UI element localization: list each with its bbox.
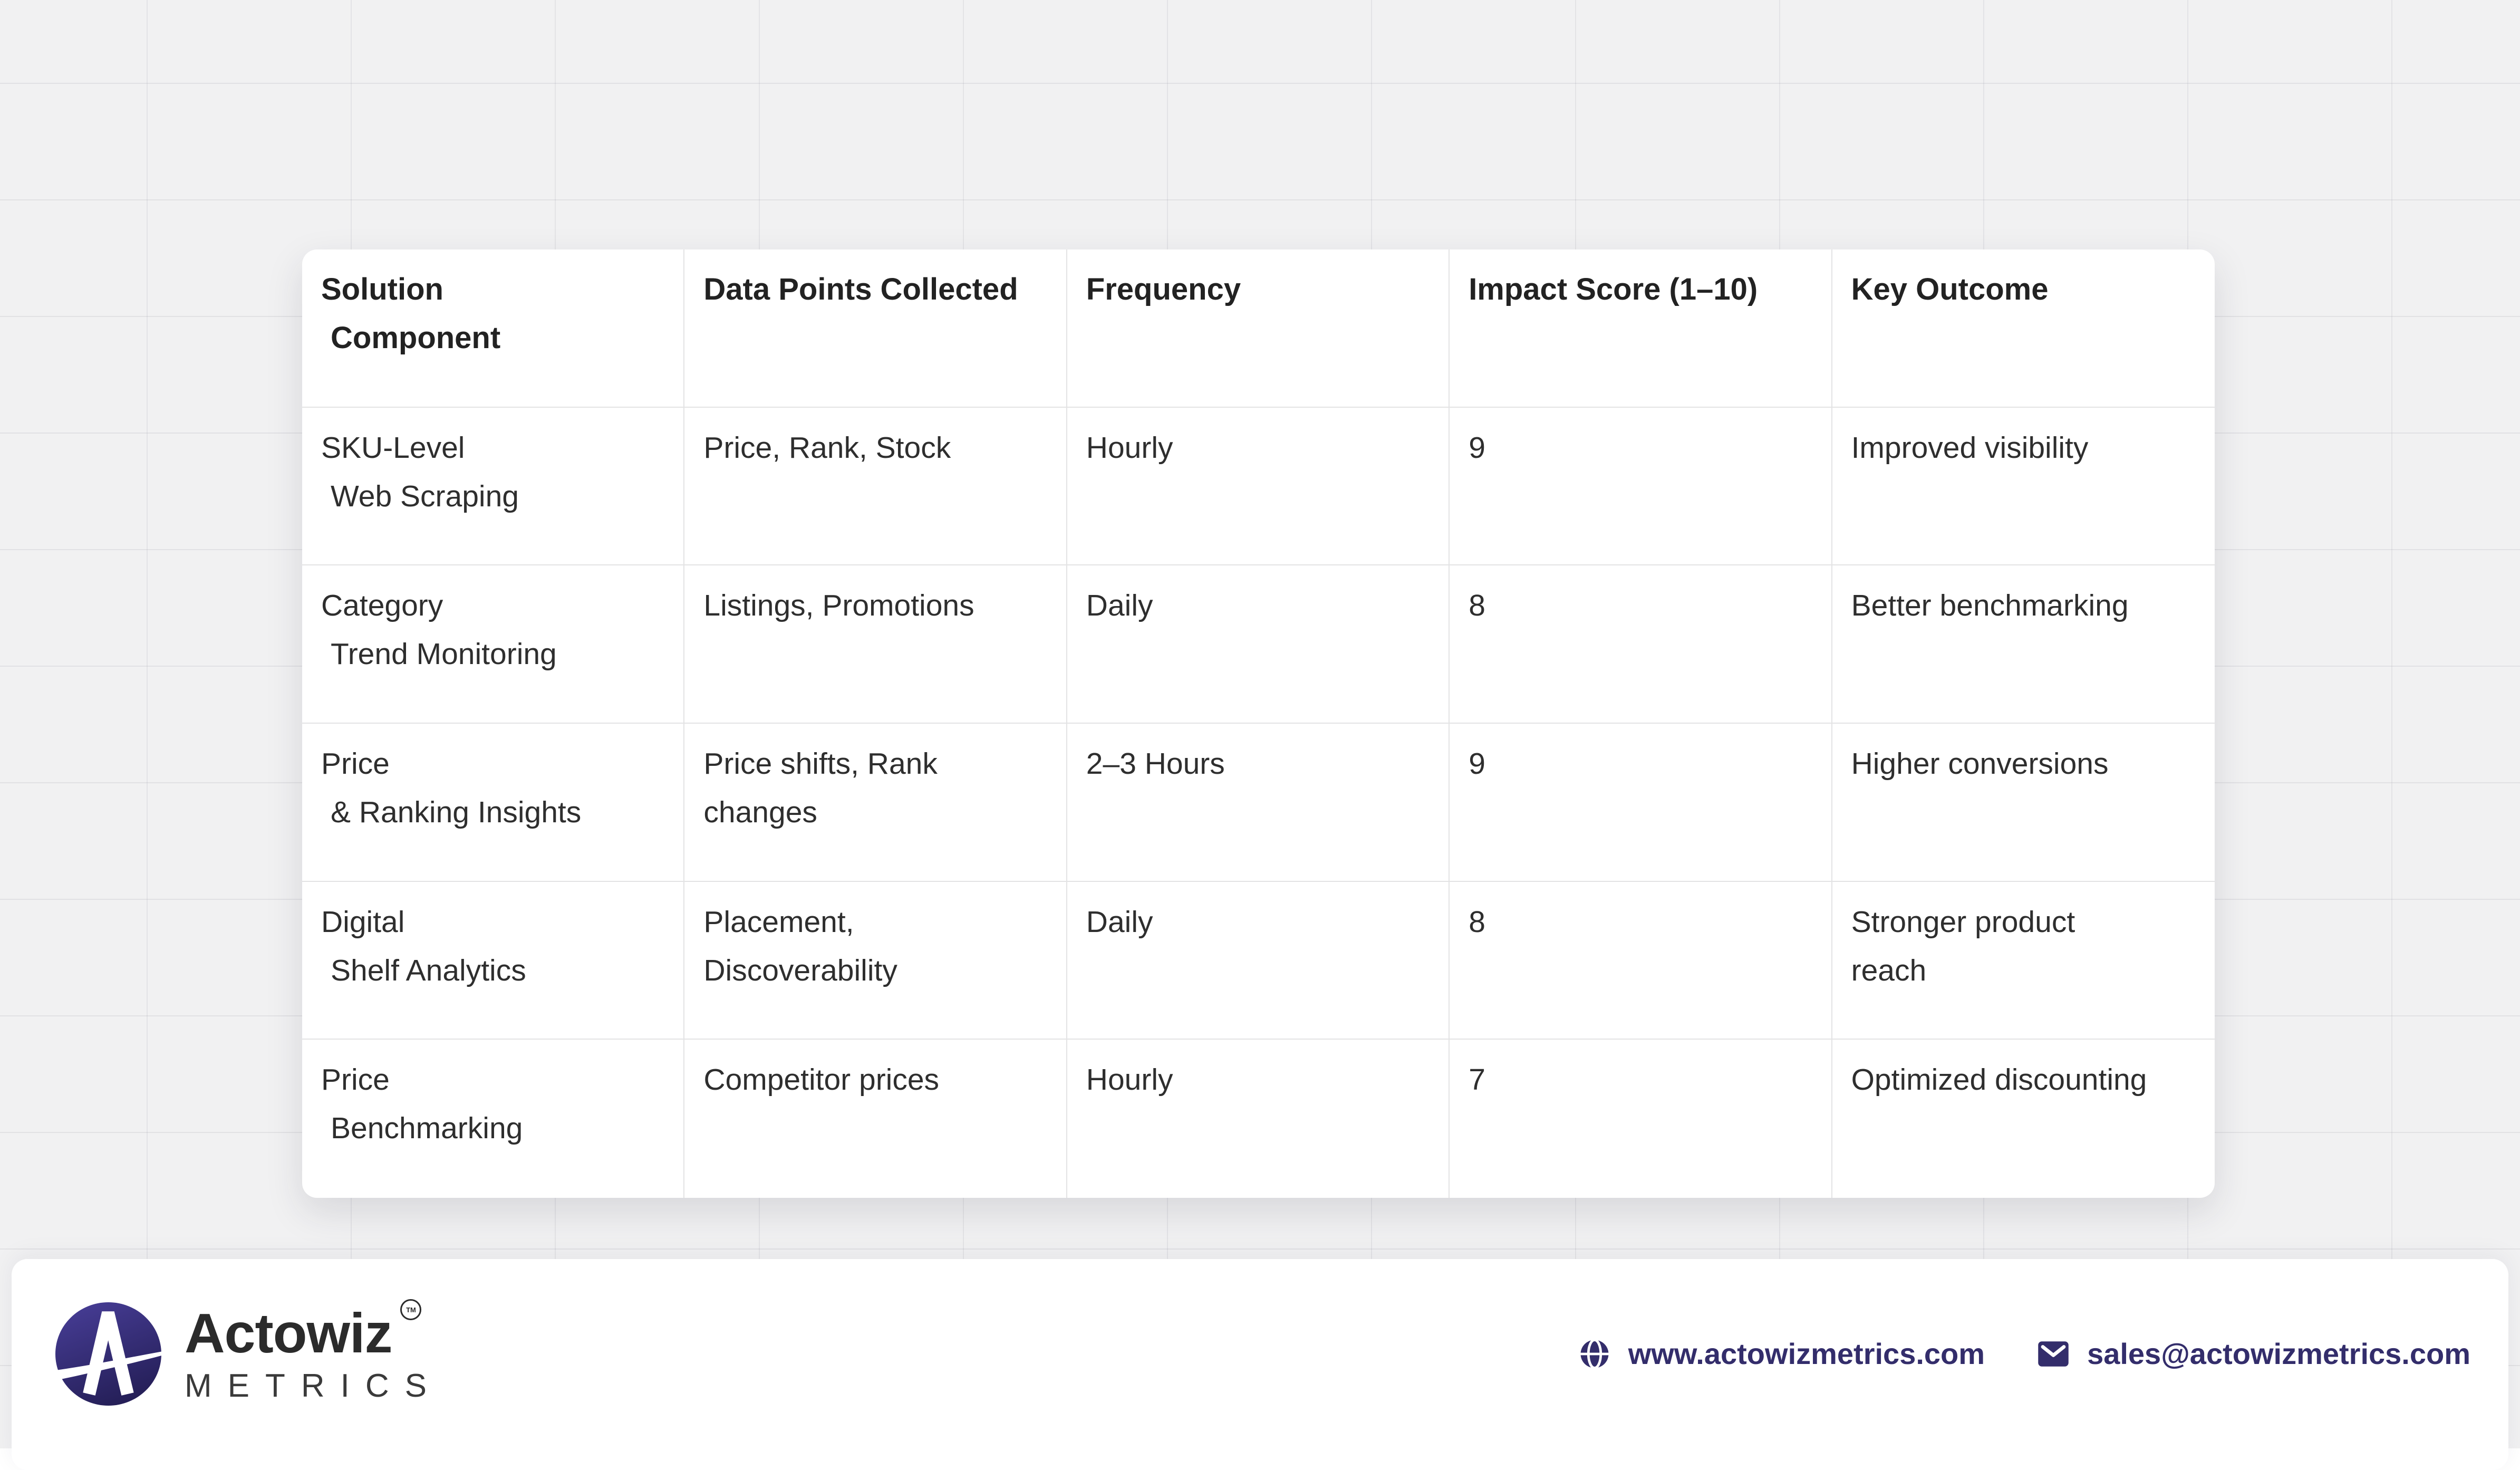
cell-line: Hourly (1086, 430, 1173, 465)
cell-line: reach (1851, 953, 1927, 987)
table-row-cell: Daily (1067, 881, 1450, 1040)
cell-line: 9 (1469, 430, 1485, 465)
column-header-solution-component: Solution Component (302, 249, 685, 408)
table-row-cell: Improved visibility (1832, 408, 2215, 566)
cell-line: Web Scraping (331, 479, 519, 513)
header-line: Frequency (1086, 272, 1241, 306)
cell-line: Improved visibility (1851, 430, 2089, 465)
cell-line: Placement, (703, 905, 854, 939)
cell-line: 2–3 Hours (1086, 746, 1225, 781)
cell-line: Stronger product (1851, 905, 2075, 939)
column-header-key-outcome: Key Outcome (1832, 249, 2215, 408)
cell-line: Discoverability (703, 953, 897, 987)
header-line: Component (331, 321, 501, 355)
website-url[interactable]: www.actowizmetrics.com (1628, 1337, 1985, 1370)
column-header-data-points: Data Points Collected (684, 249, 1067, 408)
table-row-cell: Stronger product reach (1832, 882, 2215, 1040)
cell-line: Daily (1086, 589, 1153, 623)
table-row-cell: Competitor prices (684, 1040, 1067, 1198)
solutions-data-table: Solution Component Data Points Collected… (302, 249, 2215, 1198)
globe-icon (1580, 1339, 1609, 1369)
cell-line: Optimized discounting (1851, 1063, 2147, 1097)
table-row-cell: Price shifts, Rank changes (684, 723, 1067, 882)
cell-line: Competitor prices (703, 1063, 940, 1097)
table-row-cell: Hourly (1067, 1040, 1450, 1198)
email-link[interactable]: sales@actowizmetrics.com (2038, 1339, 2470, 1369)
brand-lockup: Actowiz TM METRICS (55, 1299, 442, 1406)
cell-line: 9 (1469, 746, 1485, 781)
cell-line: 8 (1469, 589, 1485, 623)
cell-line: changes (703, 795, 817, 829)
table-row-cell: SKU-Level Web Scraping (302, 407, 685, 566)
table-row-cell: Digital Shelf Analytics (302, 881, 685, 1040)
column-header-frequency: Frequency (1067, 249, 1450, 408)
cell-line: SKU-Level (321, 430, 465, 465)
table-row-cell: Better benchmarking (1832, 565, 2215, 724)
brand-name: Actowiz (185, 1302, 392, 1365)
brand-subtitle: METRICS (185, 1368, 442, 1404)
table-row-cell: Optimized discounting (1832, 1040, 2215, 1198)
cell-line: Listings, Promotions (703, 589, 974, 623)
cell-line: Price shifts, Rank (703, 746, 938, 781)
brand-wordmark: Actowiz TM METRICS (185, 1299, 442, 1404)
table-row-cell: Price, Rank, Stock (684, 407, 1067, 566)
cell-line: Hourly (1086, 1063, 1173, 1097)
mail-icon (2038, 1341, 2069, 1367)
cell-line: Category (321, 589, 443, 623)
table-row-cell: 9 (1450, 407, 1832, 566)
cell-line: Shelf Analytics (331, 953, 526, 987)
contact-links: www.actowizmetrics.com sales@actowizmetr… (1579, 1338, 2470, 1370)
header-line: Solution (321, 272, 443, 306)
header-line: Impact Score (1–10) (1469, 272, 1758, 306)
cell-line: Benchmarking (331, 1111, 523, 1146)
header-line: Data Points Collected (703, 272, 1018, 306)
website-link[interactable]: www.actowizmetrics.com (1579, 1338, 1985, 1370)
cell-line: 8 (1469, 905, 1485, 939)
table-row-cell: Category Trend Monitoring (302, 565, 685, 724)
table-row-cell: Price Benchmarking (302, 1040, 685, 1198)
table-row-cell: Price & Ranking Insights (302, 723, 685, 882)
actowiz-logo-mark (55, 1302, 161, 1406)
table-row-cell: Placement, Discoverability (684, 881, 1067, 1040)
footer: Actowiz TM METRICS www.actowizmetrics.co… (12, 1259, 2508, 1470)
table-row-cell: 7 (1450, 1040, 1832, 1198)
table-row-cell: 8 (1450, 881, 1832, 1040)
table-row-cell: 9 (1450, 723, 1832, 882)
cell-line: Trend Monitoring (331, 637, 557, 671)
cell-line: & Ranking Insights (331, 795, 582, 829)
cell-line: Price, Rank, Stock (703, 430, 951, 465)
column-header-impact-score: Impact Score (1–10) (1450, 249, 1832, 408)
cell-line: Better benchmarking (1851, 589, 2129, 623)
table-row-cell: Higher conversions (1832, 724, 2215, 882)
table-row-cell: 8 (1450, 565, 1832, 724)
table-row-cell: 2–3 Hours (1067, 723, 1450, 882)
cell-line: Daily (1086, 905, 1153, 939)
table-row-cell: Listings, Promotions (684, 565, 1067, 724)
cell-line: Price (321, 746, 390, 781)
header-line: Key Outcome (1851, 272, 2049, 306)
table-row-cell: Daily (1067, 565, 1450, 724)
cell-line: Price (321, 1063, 390, 1097)
trademark-badge: TM (400, 1299, 422, 1320)
cell-line: Higher conversions (1851, 746, 2109, 781)
table-row-cell: Hourly (1067, 407, 1450, 566)
cell-line: Digital (321, 905, 405, 939)
email-address[interactable]: sales@actowizmetrics.com (2087, 1337, 2470, 1370)
cell-line: 7 (1469, 1063, 1485, 1097)
